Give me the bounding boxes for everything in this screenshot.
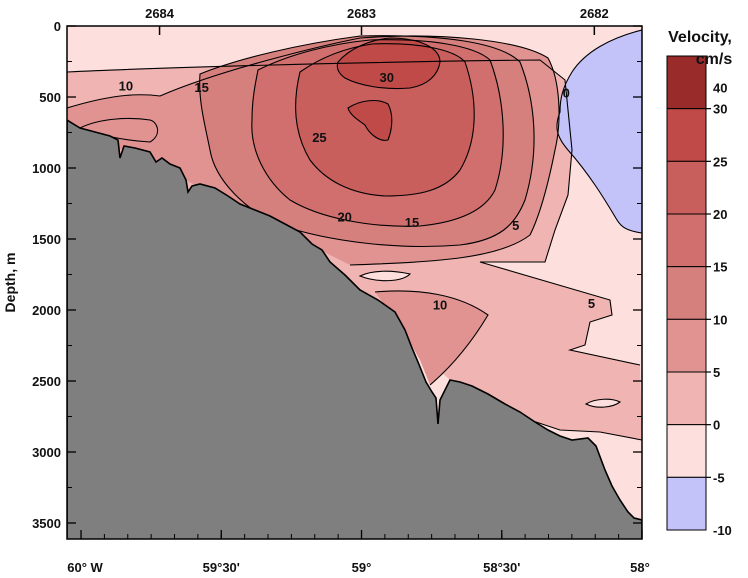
colorbar-label: 10 <box>713 312 727 327</box>
contour-label-group: 10 <box>433 297 447 312</box>
colorbar-band <box>666 266 707 320</box>
contour-lens-mid <box>358 270 412 282</box>
station-label: 2682 <box>580 6 609 21</box>
x-tick-label: 59°30' <box>203 560 240 575</box>
y-axis-title: Depth, m <box>2 253 18 313</box>
contour-label-group: 0 <box>563 86 570 101</box>
bottom-topography <box>67 119 642 539</box>
x-tick-label: 58°30' <box>483 560 520 575</box>
contour-label-group: 30 <box>380 70 394 85</box>
colorbar-label: 25 <box>713 154 727 169</box>
contour-label: 10 <box>119 79 133 94</box>
contour-label-group: 15 <box>405 215 419 230</box>
x-tick-label: 59° <box>352 560 372 575</box>
colorbar-band <box>666 160 707 215</box>
station-label: 2683 <box>347 6 376 21</box>
contour-label-group: 15 <box>194 80 208 95</box>
contour-label-group: 10 <box>119 79 133 94</box>
contour-lens-right <box>584 398 622 408</box>
colorbar-title: Velocity, <box>668 29 732 46</box>
contour-15 <box>199 35 535 248</box>
station-label: 2684 <box>145 6 175 21</box>
band-10-15-lower <box>375 290 488 385</box>
y-tick-label: 500 <box>39 90 61 105</box>
colorbar-label: 30 <box>713 102 727 117</box>
contour-label: 15 <box>194 80 208 95</box>
y-tick-label: 0 <box>54 19 61 34</box>
x-tick-label: 60° W <box>67 560 103 575</box>
plot-area <box>67 26 642 539</box>
axes-layer: 0 500 1000 1500 2000 2500 3000 3500 Depth, m 60° … <box>2 6 650 575</box>
plot-frame <box>66 25 643 540</box>
colorbar: 30 25 20 15 10 5 0 -5 -10 40 Velocity, cm/s <box>666 29 733 538</box>
y-tick-label: 2000 <box>32 303 61 318</box>
contour-0 <box>556 29 642 234</box>
contour-label: 25 <box>312 130 326 145</box>
y-tick-label: 3500 <box>32 516 61 531</box>
contour-10-lower <box>374 290 489 386</box>
colorbar-label: 5 <box>713 365 720 380</box>
contour-30-top <box>336 37 441 90</box>
colorbar-label: 15 <box>713 260 727 275</box>
contour-label: 0 <box>563 86 570 101</box>
colorbar-band <box>666 476 707 531</box>
colorbar-label: -5 <box>713 470 725 485</box>
colorbar-band <box>666 318 707 373</box>
y-tick-label: 1500 <box>32 232 61 247</box>
colorbar-unit: cm/s <box>696 51 733 68</box>
contour-label: 30 <box>380 70 394 85</box>
contour-label: 5 <box>512 218 519 233</box>
contour-20 <box>251 39 504 227</box>
contour-label-group: 5 <box>588 296 595 311</box>
lens-0-5-mid <box>360 271 410 281</box>
colorbar-band <box>666 213 707 268</box>
contour-label-group: 5 <box>512 218 519 233</box>
contour-label: 10 <box>433 297 447 312</box>
colorbar-label: -10 <box>713 523 732 538</box>
contour-30-core <box>347 99 393 141</box>
colorbar-band <box>666 108 707 162</box>
y-tick-label: 2500 <box>32 374 61 389</box>
band-negative <box>556 30 642 233</box>
contour-25 <box>295 43 475 197</box>
y-tick-label: 1000 <box>32 161 61 176</box>
band-30-40 <box>337 38 440 89</box>
contour-label: 20 <box>337 209 351 224</box>
contour-lines <box>67 29 642 441</box>
contour-labels: 10 15 30 0 25 20 15 5 10 5 <box>119 70 595 312</box>
contour-label: 15 <box>405 215 419 230</box>
band-30-40-core <box>348 100 392 141</box>
contour-label: 5 <box>588 296 595 311</box>
contour-5 <box>67 59 641 366</box>
lens-0-5-right <box>586 399 620 408</box>
colorbar-band <box>666 424 707 478</box>
colorbar-band <box>666 55 707 110</box>
colorbar-band <box>666 371 707 426</box>
contour-10 <box>67 35 560 266</box>
contour-label-group: 25 <box>312 130 326 145</box>
colorbar-label-top: 40 <box>713 81 727 96</box>
y-tick-label: 3000 <box>32 445 61 460</box>
contour-label-group: 20 <box>337 209 351 224</box>
colorbar-label: 20 <box>713 207 727 222</box>
x-tick-label: 58° <box>630 560 650 575</box>
colorbar-label: 0 <box>713 418 720 433</box>
